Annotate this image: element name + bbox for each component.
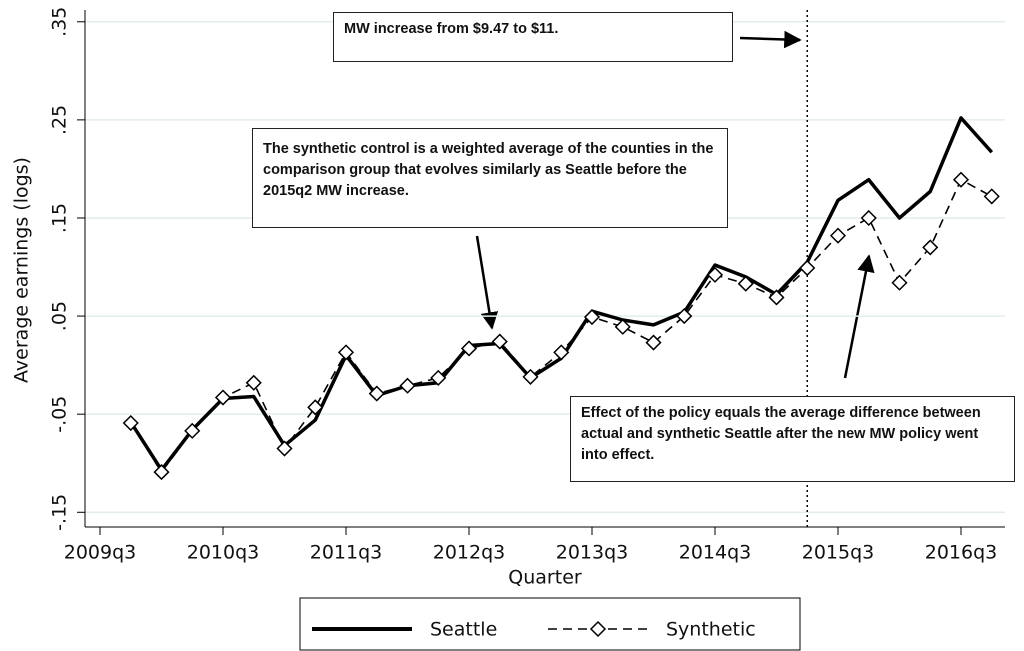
- marker: [276, 440, 293, 457]
- marker: [337, 344, 355, 361]
- marker: [860, 209, 877, 227]
- annotation: The synthetic control is a weighted aver…: [252, 128, 728, 228]
- x-tick-label: 2010q3: [187, 542, 260, 564]
- x-tick-label: 2015q3: [802, 542, 875, 564]
- x-tick-label: 2009q3: [64, 542, 137, 564]
- annotation: MW increase from $9.47 to $11.: [333, 12, 733, 62]
- marker: [553, 344, 570, 361]
- x-tick-label: 2013q3: [556, 542, 629, 564]
- marker: [983, 188, 1000, 205]
- marker: [430, 369, 447, 386]
- y-tick-label: .15: [49, 203, 71, 233]
- x-axis-label: Quarter: [508, 567, 582, 589]
- marker: [922, 239, 939, 256]
- legend-marker: [589, 620, 607, 638]
- y-tick-label: -.15: [49, 494, 71, 531]
- marker: [214, 389, 232, 406]
- y-tick-label: .35: [49, 7, 71, 37]
- marker: [614, 318, 631, 335]
- marker: [952, 171, 970, 188]
- marker: [122, 414, 139, 432]
- x-tick-label: 2014q3: [679, 542, 752, 564]
- marker: [737, 275, 754, 292]
- arrow: [843, 254, 875, 379]
- marker: [676, 308, 693, 325]
- x-tick-label: 2012q3: [433, 542, 506, 564]
- y-tick-label: -.05: [49, 396, 71, 433]
- marker: [768, 289, 785, 306]
- x-tick-label: 2016q3: [925, 542, 998, 564]
- marker: [184, 422, 201, 439]
- marker: [522, 368, 539, 385]
- legend-label: Seattle: [430, 619, 497, 641]
- y-axis-label: Average earnings (logs): [11, 157, 33, 383]
- legend-label: Synthetic: [666, 619, 756, 641]
- marker: [829, 227, 847, 244]
- marker: [645, 334, 662, 351]
- marker: [583, 309, 601, 326]
- marker: [245, 374, 262, 391]
- marker: [891, 274, 908, 291]
- marker: [368, 385, 385, 402]
- marker: [460, 340, 478, 357]
- marker: [799, 259, 816, 277]
- marker: [307, 399, 324, 416]
- y-tick-label: .05: [49, 301, 71, 331]
- marker: [706, 266, 724, 283]
- x-tick-label: 2011q3: [310, 542, 383, 564]
- arrow: [475, 235, 499, 330]
- marker: [491, 333, 508, 350]
- arrow: [739, 30, 802, 49]
- marker: [399, 377, 416, 394]
- marker: [153, 464, 170, 481]
- legend-box: [299, 597, 801, 651]
- y-tick-label: .25: [49, 105, 71, 135]
- annotation: Effect of the policy equals the average …: [570, 396, 1015, 482]
